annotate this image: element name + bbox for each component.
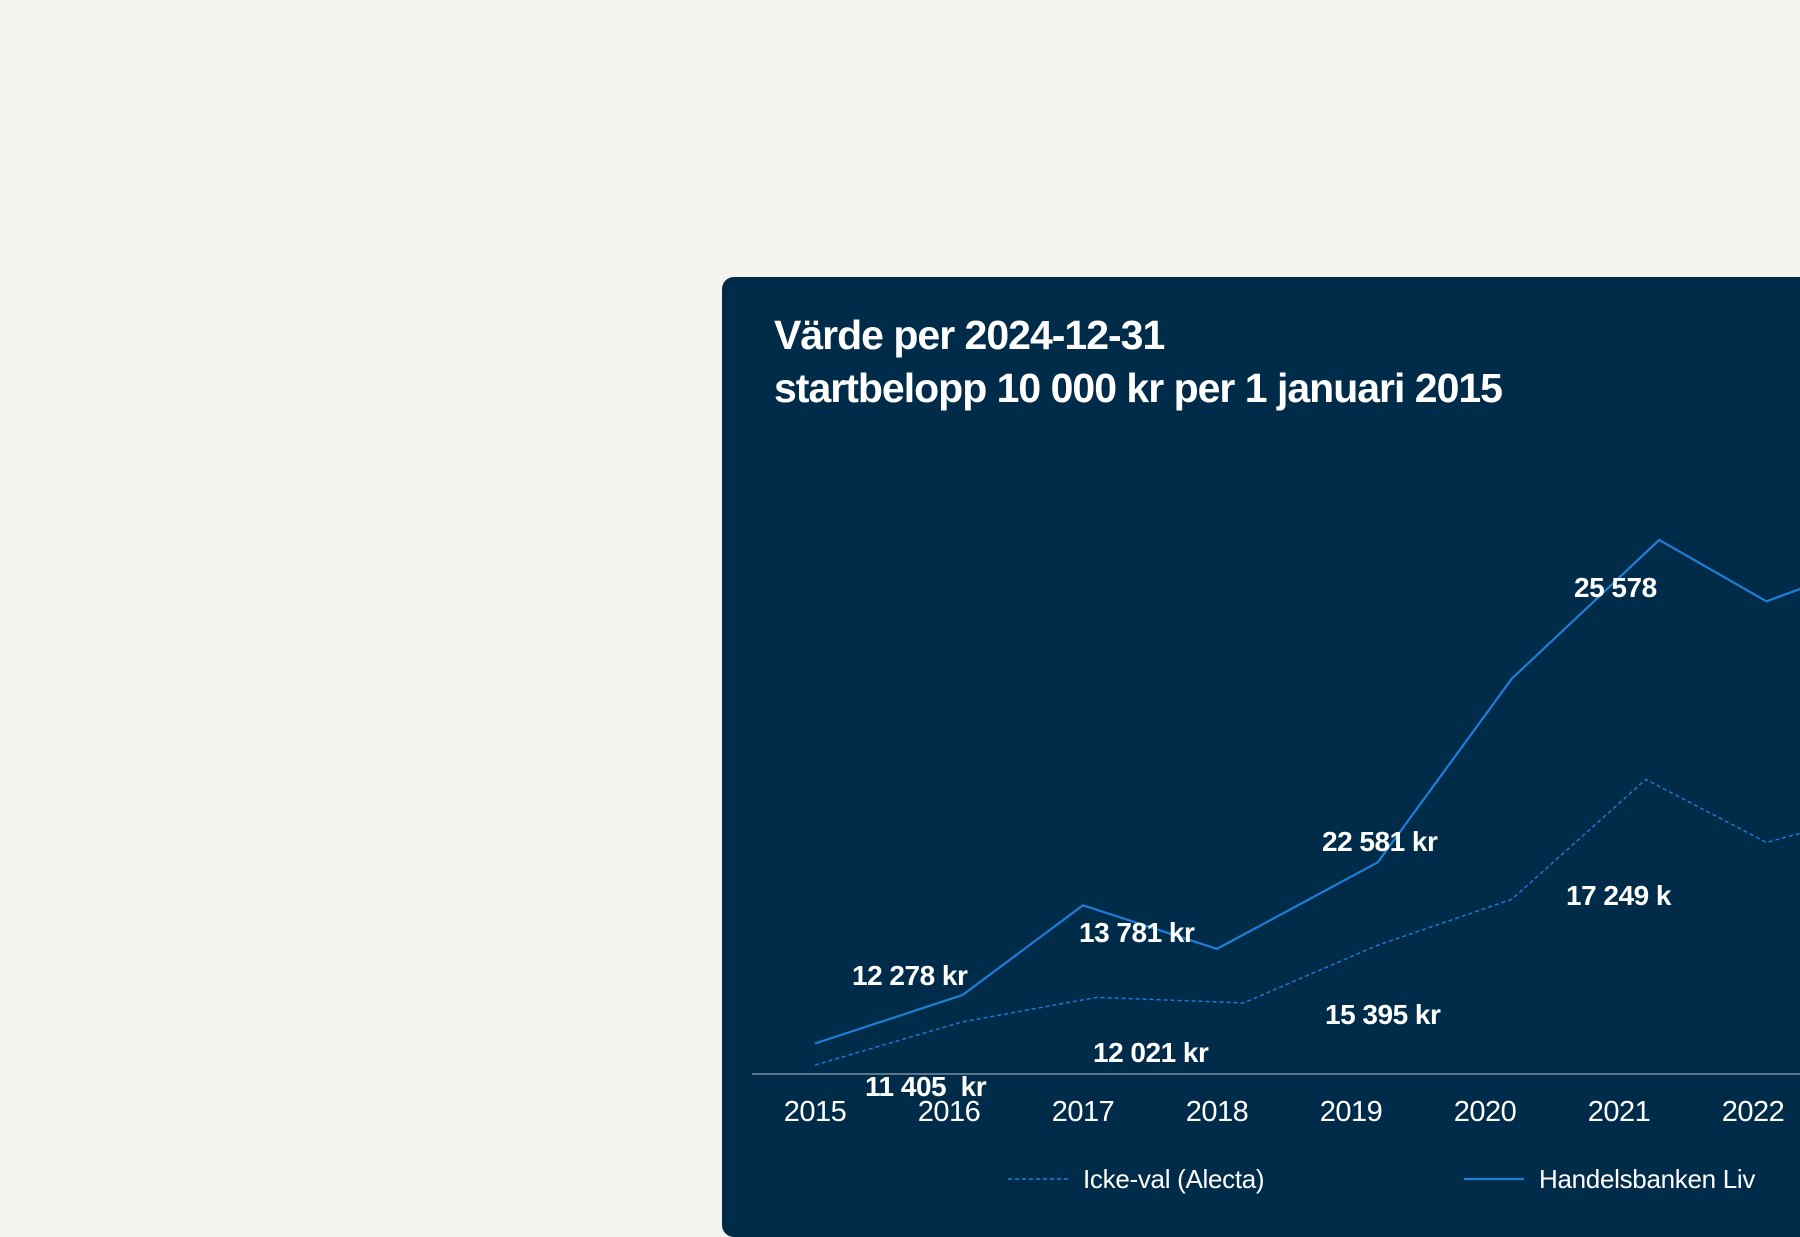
line-chart: 2015 2016 2017 2018 2019 2020 2021 2022 12 278 k…	[752, 538, 1800, 1194]
chart-title-block: Värde per 2024-12-31 startbelopp 10 000 …	[774, 309, 1503, 415]
x-tick-label: 2018	[1186, 1096, 1249, 1128]
data-label: 11 405 kr	[865, 1071, 987, 1102]
series-line-handelsbanken	[814, 538, 1800, 1045]
x-tick-label: 2021	[1588, 1096, 1651, 1128]
data-label: 13 781 kr	[1079, 917, 1195, 948]
x-tick-label: 2015	[784, 1096, 847, 1128]
x-tick-label: 2022	[1722, 1096, 1785, 1128]
data-label: 25 578	[1574, 572, 1657, 603]
chart-subtitle: startbelopp 10 000 kr per 1 januari 2015	[774, 365, 1503, 411]
chart-card: Värde per 2024-12-31 startbelopp 10 000 …	[722, 277, 1800, 1237]
x-tick-label: 2017	[1052, 1096, 1115, 1128]
x-tick-label: 2016	[918, 1096, 981, 1128]
series-line-icke-val	[814, 778, 1800, 1066]
chart-title: Värde per 2024-12-31	[774, 312, 1165, 358]
x-tick-label: 2019	[1320, 1096, 1383, 1128]
data-label: 12 278 kr	[852, 960, 968, 991]
x-tick-label: 2020	[1454, 1096, 1517, 1128]
legend-label: Icke-val (Alecta)	[1083, 1164, 1264, 1194]
data-label: 15 395 kr	[1325, 999, 1441, 1030]
data-label: 17 249 k	[1566, 880, 1672, 911]
data-label: 12 021 kr	[1093, 1037, 1209, 1068]
data-label: 22 581 kr	[1322, 826, 1438, 857]
legend-label: Handelsbanken Liv	[1539, 1164, 1755, 1194]
